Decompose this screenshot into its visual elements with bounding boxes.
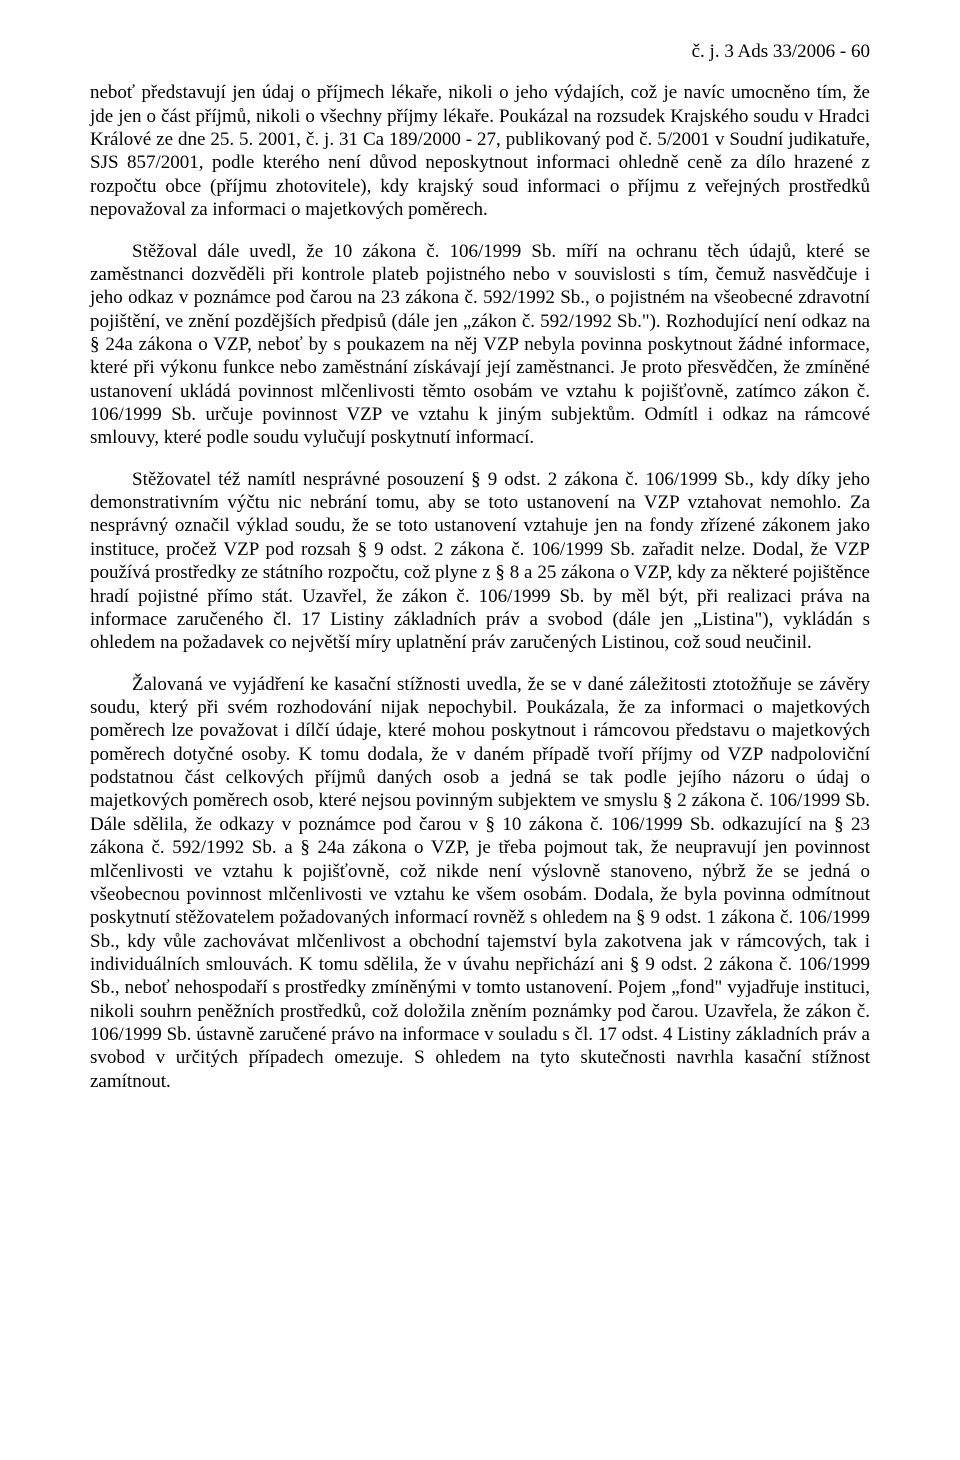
paragraph-3-text: Stěžovatel též namítl nesprávné posouzen… <box>90 469 870 654</box>
paragraph-4-text: Žalovaná ve vyjádření ke kasační stížnos… <box>90 674 870 1092</box>
document-page: č. j. 3 Ads 33/2006 - 60 neboť představu… <box>0 0 960 1460</box>
paragraph-4: Žalovaná ve vyjádření ke kasační stížnos… <box>90 673 870 1093</box>
paragraph-1: neboť představují jen údaj o příjmech lé… <box>90 81 870 221</box>
case-number: č. j. 3 Ads 33/2006 - 60 <box>90 40 870 63</box>
paragraph-2-text: Stěžoval dále uvedl, že 10 zákona č. 106… <box>90 241 870 449</box>
paragraph-2: Stěžoval dále uvedl, že 10 zákona č. 106… <box>90 240 870 450</box>
paragraph-3: Stěžovatel též namítl nesprávné posouzen… <box>90 468 870 655</box>
